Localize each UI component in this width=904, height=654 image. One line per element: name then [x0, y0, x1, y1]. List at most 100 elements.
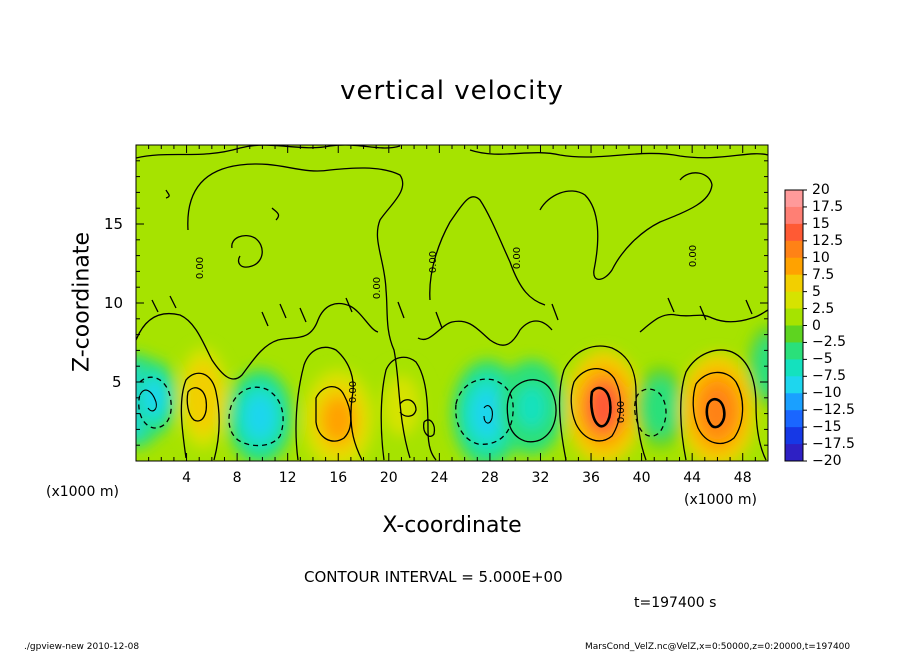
contour-line — [506, 379, 557, 443]
chart-title: vertical velocity — [340, 76, 564, 106]
colorbar-swatch — [785, 393, 803, 411]
contour-line — [399, 399, 417, 417]
contour-line — [139, 389, 157, 412]
contour-lines — [136, 145, 768, 461]
x-tick-label: 48 — [733, 470, 752, 486]
colorbar-swatch — [785, 444, 803, 462]
colorbar-swatch — [785, 376, 803, 394]
x-tick-label: 20 — [379, 470, 398, 486]
colorbar-swatch — [785, 240, 803, 259]
x-tick-label: 32 — [531, 470, 550, 486]
velocity-cell — [245, 395, 275, 439]
velocity-cell — [191, 375, 215, 421]
colorbar — [784, 189, 807, 462]
velocity-cell — [516, 385, 547, 429]
contour-interval-text: CONTOUR INTERVAL = 5.000E+00 — [304, 568, 563, 586]
x-tick-label: 44 — [683, 470, 702, 486]
y-tick-label: 15 — [104, 215, 124, 233]
x-tick-label: 24 — [430, 470, 449, 486]
colorbar-swatch — [785, 342, 803, 360]
colorbar-tick-label: 10 — [812, 249, 830, 266]
colorbar-tick-label: 5 — [812, 283, 821, 300]
colorbar-swatch — [785, 325, 803, 343]
axis-ticks — [135, 144, 769, 462]
contour-line — [423, 419, 436, 437]
cells-layer — [136, 325, 768, 461]
contour-line — [539, 172, 713, 281]
contour-line — [705, 397, 726, 429]
velocity-cell — [758, 347, 768, 385]
velocity-cell — [700, 384, 735, 437]
contour-line — [692, 371, 744, 445]
velocity-cell — [649, 388, 672, 426]
contour-line — [589, 386, 612, 428]
x-tick-label: 28 — [480, 470, 499, 486]
colorbar-swatch — [785, 257, 803, 276]
contour-value-label: 0.00 — [512, 247, 523, 269]
velocity-cell — [322, 397, 355, 443]
contour-value-label: 0.00 — [616, 401, 627, 423]
contour-line — [315, 386, 352, 442]
colorbar-swatch — [785, 206, 803, 225]
velocity-cell — [471, 389, 504, 438]
contour-line — [634, 388, 667, 437]
x-unit-label-right: (x1000 m) — [684, 492, 757, 508]
contour-line — [151, 295, 753, 329]
contour-line — [136, 302, 379, 380]
x-tick-label: 4 — [182, 470, 192, 486]
y-tick-label: 10 — [104, 294, 124, 312]
contour-value-label: 0.00 — [688, 245, 699, 267]
x-tick-label: 16 — [329, 470, 348, 486]
contour-value-label: 0.00 — [348, 381, 359, 403]
contour-line — [186, 387, 208, 422]
colorbar-swatch — [785, 291, 803, 310]
colorbar-tick-label: 20 — [812, 182, 830, 198]
colorbar-tick-label: −7.5 — [812, 368, 846, 385]
colorbar-swatch — [785, 427, 803, 445]
colorbar-tick-label: 15 — [812, 215, 830, 232]
colorbar-swatch — [785, 308, 803, 326]
colorbar-tick-label: 2.5 — [812, 300, 835, 317]
colorbar-tick-label: 12.5 — [812, 232, 844, 249]
colorbar-tick-label: −12.5 — [812, 402, 855, 419]
contour-line — [680, 349, 767, 461]
time-label: t=197400 s — [634, 595, 717, 611]
velocity-cell — [390, 387, 413, 425]
contour-value-label: 0.00 — [428, 251, 439, 273]
contour-line — [138, 376, 172, 429]
colorbar-tick-label: −5 — [812, 351, 833, 368]
contour-line — [639, 309, 768, 333]
contour-line — [429, 196, 546, 306]
colorbar-tick-label: 17.5 — [812, 198, 844, 215]
colorbar-tick-label: 7.5 — [812, 266, 835, 283]
x-tick-label: 12 — [278, 470, 297, 486]
contour-line — [558, 345, 647, 461]
x-axis-label: X-coordinate — [382, 513, 522, 538]
contour-line — [231, 234, 263, 268]
colorbar-swatch — [785, 223, 803, 242]
velocity-cell — [143, 380, 164, 415]
colorbar-swatch — [785, 190, 803, 208]
contour-line — [136, 145, 768, 159]
contour-line — [483, 405, 493, 424]
contour-line — [295, 346, 363, 461]
contour-line — [570, 368, 622, 442]
x-tick-label: 36 — [582, 470, 600, 486]
contour-value-label: 0.00 — [195, 257, 206, 279]
colorbar-tick-label: −10 — [812, 385, 842, 402]
footer-right-text: MarsCond_VelZ.nc@VelZ,x=0:50000,z=0:2000… — [585, 642, 851, 652]
x-tick-label: 8 — [232, 470, 242, 486]
colorbar-swatch — [785, 359, 803, 377]
x-tick-label: 40 — [632, 470, 651, 486]
contour-line — [180, 372, 220, 461]
plot-area — [136, 145, 768, 461]
colorbar-tick-label: −20 — [812, 453, 842, 469]
y-axis-label: Z-coordinate — [69, 232, 95, 372]
contour-line — [187, 163, 411, 459]
colorbar-swatch — [785, 410, 803, 428]
colorbar-tick-label: −17.5 — [812, 436, 855, 453]
footer-left-text: ./gpview-new 2010-12-08 — [24, 642, 140, 652]
contour-value-label: 0.00 — [372, 277, 383, 299]
contour-line — [228, 386, 284, 447]
